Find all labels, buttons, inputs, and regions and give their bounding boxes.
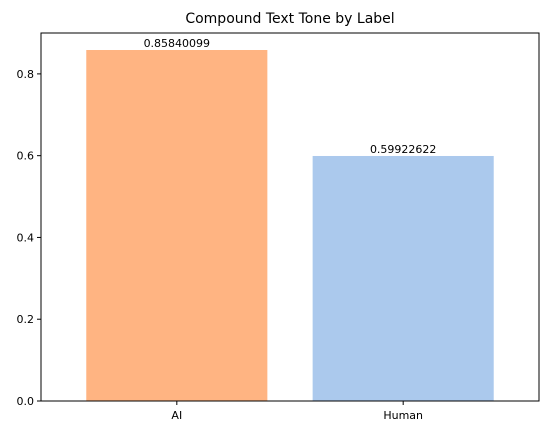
- x-tick-label-human: Human: [383, 409, 423, 422]
- y-tick-label-2: 0.4: [17, 231, 35, 244]
- bars-layer: [86, 50, 494, 401]
- x-tick-label-ai: AI: [171, 409, 182, 422]
- data-label-ai: 0.85840099: [144, 37, 210, 50]
- y-tick-label-1: 0.2: [17, 313, 35, 326]
- data-labels-layer: 0.85840099 0.59922622: [144, 37, 437, 156]
- bar-human: [312, 155, 494, 401]
- plot-frame: [40, 32, 540, 402]
- x-axis: AI Human: [171, 401, 423, 422]
- chart-title: Compound Text Tone by Label: [185, 11, 394, 27]
- y-axis: 0.0 0.2 0.4 0.6 0.8: [17, 68, 41, 408]
- y-tick-label-0: 0.0: [17, 395, 35, 408]
- y-tick-label-3: 0.6: [17, 150, 35, 163]
- y-tick-label-4: 0.8: [17, 68, 35, 81]
- bar-ai: [86, 50, 268, 401]
- data-label-human: 0.59922622: [370, 143, 436, 156]
